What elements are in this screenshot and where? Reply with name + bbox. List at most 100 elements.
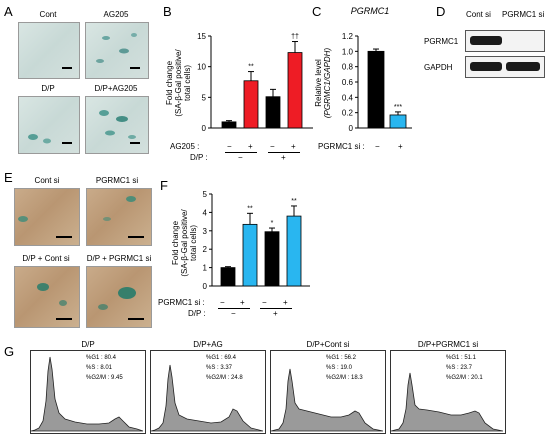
y-tick-label: 0.2 <box>342 109 354 118</box>
g1-percent: %G1 : 51.1 <box>446 355 477 361</box>
row-label-dp: D/P : <box>188 309 206 318</box>
sign: + <box>240 298 245 307</box>
ylabel-line2: (SA-β-Gal positive/ <box>174 49 183 117</box>
panel-label-b: B <box>163 4 172 19</box>
chart-c: 0 0.2 0.4 0.6 0.8 1.0 1.2 *** <box>342 32 412 133</box>
blot-row-label-pgrmc1: PGRMC1 <box>424 37 459 46</box>
sign: − <box>262 298 267 307</box>
row-label-ag205: AG205 : <box>170 142 200 151</box>
sign: + <box>398 142 403 151</box>
g2m-percent: %G2/M : 18.3 <box>326 375 363 381</box>
scale-bar <box>62 67 72 69</box>
g1-percent: %G1 : 80.4 <box>86 355 117 361</box>
significance-marker: ** <box>291 198 297 205</box>
y-tick-label: 0.4 <box>342 93 354 102</box>
g2m-percent: %G2/M : 20.1 <box>446 375 483 381</box>
panel-label-d: D <box>436 4 446 19</box>
y-tick-label: 0.6 <box>342 78 354 87</box>
bar <box>242 223 258 287</box>
y-tick-label: 2 <box>203 245 208 254</box>
scale-bar <box>130 142 140 144</box>
panel-label-g: G <box>4 344 15 359</box>
g2m-percent: %G2/M : 24.8 <box>206 375 243 381</box>
significance-marker: †† <box>291 34 299 41</box>
scale-bar <box>56 318 72 320</box>
row-label-dp: D/P : <box>190 153 208 162</box>
significance-marker: ** <box>248 64 254 71</box>
panel-label-f: F <box>160 178 168 193</box>
histogram-plot <box>150 364 264 432</box>
ylabel-line2: (PGRMC1/GAPDH) <box>323 48 332 119</box>
micrograph-dp <box>18 96 80 154</box>
g1-percent: %G1 : 56.2 <box>326 355 357 361</box>
histogram-title: D/P <box>81 340 95 349</box>
blot-strip-gapdh <box>465 56 545 78</box>
y-tick-label: 5 <box>203 190 208 199</box>
blot-band <box>506 62 540 71</box>
y-tick-label: 0 <box>349 124 354 133</box>
stained-cells <box>28 134 51 144</box>
blot-band <box>470 36 502 45</box>
row-label-pgrmc1-si: PGRMC1 si : <box>158 298 205 307</box>
histogram-area <box>270 368 384 432</box>
y-tick-label: 10 <box>197 63 206 72</box>
row-label-pgrmc1-si: PGRMC1 si : <box>318 142 365 151</box>
stained-cells <box>98 287 136 310</box>
bar <box>221 121 237 129</box>
panel-c-conditions: PGRMC1 si : − + <box>318 142 418 156</box>
s-percent: %S : 3.37 <box>206 365 233 371</box>
bar <box>287 52 303 129</box>
g2m-percent: %G2/M : 9.45 <box>86 375 123 381</box>
histogram-plot <box>270 368 384 432</box>
micrograph-title-dp-pgrmc1-si: D/P + PGRMC1 si <box>86 254 152 263</box>
blot-band <box>470 62 502 71</box>
panel-f-conditions: PGRMC1 si : − + − + D/P : − + <box>158 298 318 328</box>
sign: − <box>231 309 236 318</box>
y-tick-label: 15 <box>197 32 206 41</box>
group-line <box>225 152 257 153</box>
sign: − <box>238 153 243 162</box>
y-tick-label: 0.8 <box>342 63 354 72</box>
micrograph-title-cont: Cont <box>39 10 57 19</box>
stained-cells <box>96 33 137 63</box>
histogram-area <box>150 364 264 432</box>
significance-marker: * <box>271 220 274 227</box>
micrograph-title-pgrmc1-si: PGRMC1 si <box>95 176 139 185</box>
micrograph-cont <box>18 22 80 79</box>
panel-label-c: C <box>312 4 322 19</box>
column-label-pgrmc1-si: PGRMC1 si <box>502 10 545 19</box>
bar <box>265 96 281 129</box>
micrograph-dp-pgrmc1-si <box>86 266 152 328</box>
ylabel-svg: Fold change (SA-β-Gal positive/ total ce… <box>165 49 192 117</box>
histogram-area <box>30 356 144 432</box>
panel-f-ylabel: Fold change (SA-β-Gal positive/ total ce… <box>171 209 198 277</box>
stained-cells <box>103 196 136 221</box>
sign: − <box>270 142 275 151</box>
bar <box>286 215 302 287</box>
histogram-title: D/P+PGRMC1 si <box>417 340 479 349</box>
sign: + <box>248 142 253 151</box>
micrograph-title-dp: D/P <box>41 84 55 93</box>
group-line <box>260 308 292 309</box>
scale-bar <box>62 142 72 144</box>
panel-label-a: A <box>4 4 13 19</box>
sign: + <box>273 309 278 318</box>
panel-b-ylabel: Fold change (SA-β-Gal positive/ total ce… <box>165 28 196 138</box>
bar <box>367 50 385 129</box>
group-line <box>268 152 300 153</box>
blot-row-label-gapdh: GAPDH <box>424 63 453 72</box>
facs-histogram <box>150 350 266 434</box>
histogram-plot <box>390 372 504 432</box>
sign: + <box>291 142 296 151</box>
ylabel-line1: Fold change <box>171 220 180 265</box>
s-percent: %S : 8.01 <box>86 365 113 371</box>
micrograph-title-dp-cont-si: D/P + Cont si <box>22 254 70 263</box>
micrograph-dp-cont-si <box>14 266 80 328</box>
panel-c-title: PGRMC1 <box>350 6 390 16</box>
y-tick-label: 1 <box>203 264 208 273</box>
histogram-title: D/P+AG <box>193 340 223 349</box>
histogram-area <box>390 372 504 432</box>
y-tick-label: 1.2 <box>342 32 354 41</box>
scale-bar <box>56 236 72 238</box>
